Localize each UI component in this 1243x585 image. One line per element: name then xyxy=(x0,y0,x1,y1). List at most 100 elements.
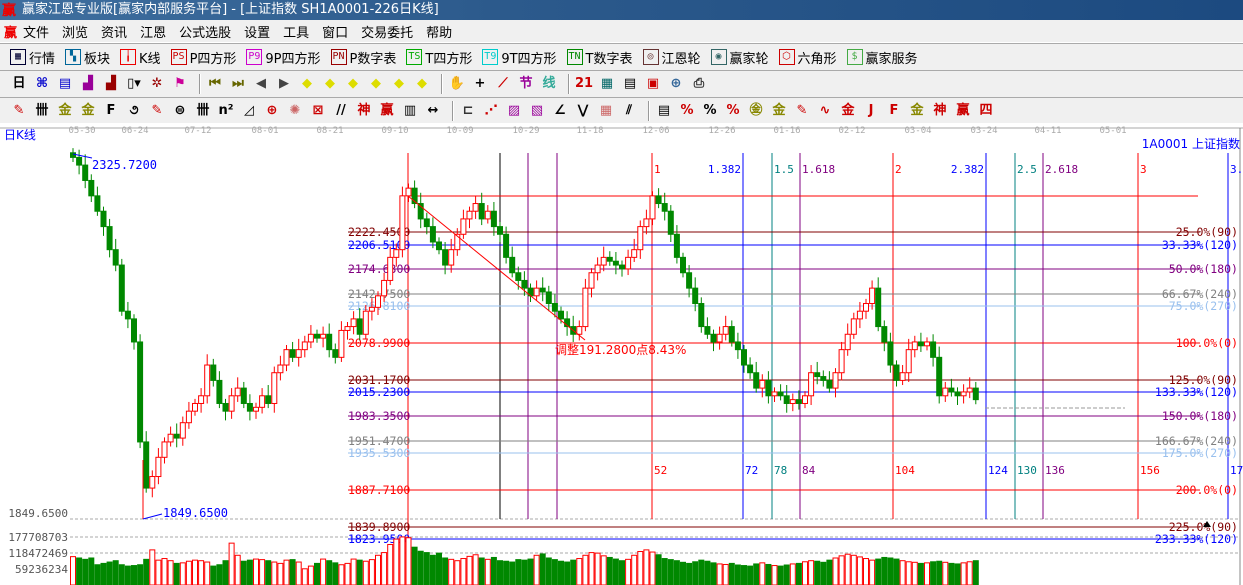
left-arrow-diamond-icon[interactable]: ◆ xyxy=(302,76,312,91)
fan-icon[interactable]: ⋰ xyxy=(484,102,498,118)
bars3-icon[interactable]: ▟ xyxy=(83,76,93,91)
menu-3[interactable]: 江恩 xyxy=(140,25,167,41)
first-icon[interactable]: ⏮ xyxy=(209,76,221,91)
expand-diamond-icon[interactable]: ◆ xyxy=(348,76,358,91)
toolbar-button-7[interactable]: T9 9T四方形 xyxy=(482,48,557,67)
hand-icon[interactable]: ✋ xyxy=(448,76,466,91)
triangle-icon[interactable]: ◿ xyxy=(244,102,254,118)
bars9-icon[interactable]: ▟ xyxy=(106,76,116,91)
gold-bars-icon[interactable]: 金 xyxy=(772,102,786,118)
calendar-icon[interactable]: 21 xyxy=(575,76,594,91)
menu-9[interactable]: 帮助 xyxy=(426,25,453,41)
sine-icon[interactable]: ∿ xyxy=(819,102,831,118)
wave-icon[interactable]: ⋁ xyxy=(577,102,589,118)
cycle-lines-icon[interactable]: 卌 xyxy=(196,102,210,118)
menu-7[interactable]: 窗口 xyxy=(322,25,349,41)
grid-icon[interactable]: ▦ xyxy=(599,102,613,118)
toolbar-button-5[interactable]: PN P数字表 xyxy=(330,48,396,67)
toolbar-button-10[interactable]: ◉ 赢家轮 xyxy=(710,48,769,67)
volume-bar xyxy=(838,555,845,585)
shen-icon[interactable]: 神 xyxy=(357,102,371,118)
kline-chart[interactable]: 05-30 06-24 07-12 08-01 08-21 09-10 10-09 10-29… xyxy=(0,123,1243,585)
j-angle-icon[interactable]: J xyxy=(868,102,874,118)
formula-icon[interactable]: ✲ xyxy=(151,76,163,91)
angle-icon[interactable]: ∠ xyxy=(554,102,566,118)
pen-icon[interactable]: ✎ xyxy=(13,102,25,118)
slash-lines-icon[interactable]: // xyxy=(336,102,346,118)
menu-5[interactable]: 设置 xyxy=(244,25,271,41)
shen-angle-icon[interactable]: 神 xyxy=(933,102,947,118)
menu-8[interactable]: 交易委托 xyxy=(361,25,414,41)
si-angle-icon[interactable]: 四 xyxy=(979,102,993,118)
gann-square-icon[interactable]: ▧ xyxy=(530,102,544,118)
menu-6[interactable]: 工具 xyxy=(283,25,310,41)
gold-angle-icon[interactable]: 金 xyxy=(910,102,924,118)
note-icon[interactable]: ▤ xyxy=(58,76,72,91)
candle-body xyxy=(545,291,552,305)
circle-grid-icon[interactable]: ⊜ xyxy=(174,102,186,118)
jie-icon[interactable]: 节 xyxy=(519,76,533,91)
gold-lines2-icon[interactable]: 金 xyxy=(81,102,95,118)
n2-lines-icon[interactable]: n² xyxy=(218,102,234,118)
toolbar-button-2[interactable]: ╽ K线 xyxy=(120,48,161,67)
line-point-icon[interactable]: ⟋ xyxy=(498,76,508,91)
toolbar-button-9[interactable]: ◎ 江恩轮 xyxy=(642,48,701,67)
f-angle-icon[interactable]: F xyxy=(889,102,899,118)
f-lines-icon[interactable]: F xyxy=(106,102,116,118)
menu-1[interactable]: 浏览 xyxy=(62,25,89,41)
zoom-in-diamond-icon[interactable]: ◆ xyxy=(394,76,404,91)
radial-icon[interactable]: ✺ xyxy=(289,102,301,118)
target-icon[interactable]: ⊕ xyxy=(266,102,278,118)
percent-grid-icon[interactable]: ▤ xyxy=(657,102,671,118)
grid-lines-icon[interactable]: 卌 xyxy=(35,102,49,118)
range-icon[interactable]: ↔ xyxy=(427,102,439,118)
calculator-icon[interactable]: ▦ xyxy=(600,76,614,91)
flag-icon[interactable]: ⚑ xyxy=(174,76,186,91)
right-arrow-diamond-icon[interactable]: ◆ xyxy=(325,76,335,91)
gold-circle-icon[interactable]: ㊎ xyxy=(749,102,763,118)
box-icon[interactable]: ⊏ xyxy=(462,102,474,118)
notebook-icon[interactable]: ▤ xyxy=(623,76,637,91)
toolbar-button-8[interactable]: TN T数字表 xyxy=(566,48,633,67)
next-icon[interactable]: ▶ xyxy=(279,76,289,91)
volume-bar xyxy=(423,552,430,585)
cycle-ratio: 3 xyxy=(1140,163,1147,176)
day-period-icon[interactable]: 日▾ xyxy=(12,76,26,97)
square-target-icon[interactable]: ⊠ xyxy=(312,102,324,118)
shrink-diamond-icon[interactable]: ◆ xyxy=(371,76,381,91)
prev-icon[interactable]: ◀ xyxy=(256,76,266,91)
pen-grid-icon[interactable]: ✎ xyxy=(151,102,163,118)
percent-icon[interactable]: % xyxy=(703,102,717,118)
menu-4[interactable]: 公式选股 xyxy=(179,25,232,41)
pen-bars-icon[interactable]: ✎ xyxy=(796,102,808,118)
gann-box-icon[interactable]: ▨ xyxy=(507,102,521,118)
gold-box-icon[interactable]: 金 xyxy=(841,102,855,118)
ying-icon[interactable]: 赢 xyxy=(380,102,394,118)
toolbar-button-1[interactable]: ▚ 板块 xyxy=(65,48,110,67)
ying-angle-icon[interactable]: 赢 xyxy=(956,102,970,118)
toolbar-button-3[interactable]: PS P四方形 xyxy=(170,48,236,67)
print-icon[interactable]: ⎙ xyxy=(693,76,705,91)
toolbar-button-12[interactable]: $ 赢家服务 xyxy=(846,48,918,67)
toolbar-button-11[interactable]: ⬡ 六角形 xyxy=(778,48,837,67)
link-icon[interactable]: ⌘ xyxy=(35,76,49,91)
toolbar-button-0[interactable]: ▦ 行情 xyxy=(10,48,55,67)
last-icon[interactable]: ⏭ xyxy=(232,76,244,91)
network-icon[interactable]: ⊕ xyxy=(670,76,682,91)
xian-icon[interactable]: 线 xyxy=(542,76,556,91)
percent-lines-icon[interactable]: % xyxy=(726,102,740,118)
percent-line-icon[interactable]: % xyxy=(680,102,694,118)
save-icon[interactable]: ▣ xyxy=(646,76,660,91)
gold-lines-icon[interactable]: 金 xyxy=(58,102,72,118)
crosshair-icon[interactable]: + xyxy=(474,76,486,91)
ruler-icon[interactable]: ▥ xyxy=(403,102,417,118)
candle-body xyxy=(94,195,101,212)
zoom-out-diamond-icon[interactable]: ◆ xyxy=(417,76,427,91)
menu-2[interactable]: 资讯 xyxy=(101,25,128,41)
toolbar-button-4[interactable]: P9 9P四方形 xyxy=(246,48,321,67)
menu-0[interactable]: 文件 xyxy=(23,25,50,41)
spiral-icon[interactable]: ૭ xyxy=(129,102,139,118)
parallel-icon[interactable]: ⫽ xyxy=(626,102,632,118)
candle-type-icon[interactable]: ▯▾ xyxy=(127,76,141,91)
toolbar-button-6[interactable]: TS T四方形 xyxy=(406,48,472,67)
